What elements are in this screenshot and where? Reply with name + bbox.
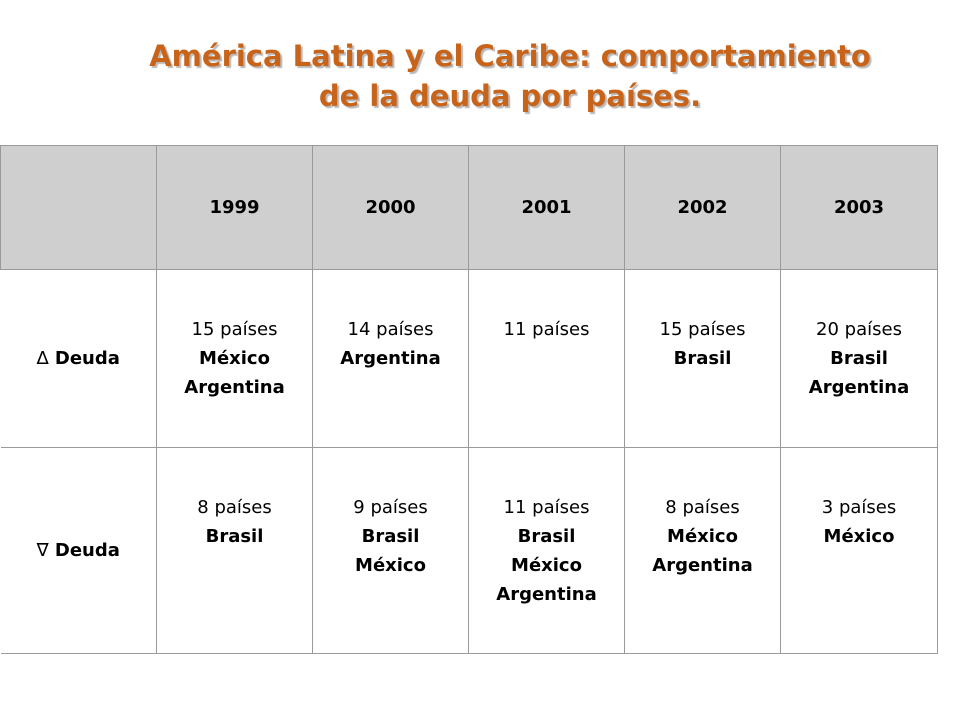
country-name: Brasil [517, 525, 576, 547]
table-cell: 14 países Argentina [312, 269, 469, 448]
header-row: 1999 2000 2001 2002 2003 [0, 145, 938, 270]
table-row-debt-decrease: ∇ Deuda 8 países Brasil 9 países Brasil … [0, 447, 938, 654]
table-cell: 8 países Brasil [156, 447, 313, 654]
table-cell: 15 países México Argentina [156, 269, 313, 448]
country-name: Argentina [496, 583, 597, 605]
title-line-2: de la deuda por países. [318, 79, 702, 113]
country-count: 9 países [353, 496, 428, 518]
corner-cell [0, 145, 157, 270]
country-name: Brasil [361, 525, 420, 547]
country-name: Argentina [652, 554, 753, 576]
country-count: 15 países [659, 319, 746, 340]
country-name: Brasil [205, 525, 264, 547]
country-name: México [511, 554, 582, 576]
table-cell: 3 países México [780, 447, 938, 654]
table-cell: 15 países Brasil [624, 269, 781, 448]
country-name: Argentina [184, 377, 285, 398]
country-count: 8 países [197, 496, 272, 518]
nabla-icon: ∇ [36, 540, 49, 561]
year-header: 1999 [156, 145, 313, 270]
row-label: Deuda [54, 540, 120, 561]
title-line-1: América Latina y el Caribe: comportamien… [149, 39, 871, 73]
table-cell: 8 países México Argentina [624, 447, 781, 654]
country-name: Brasil [830, 348, 888, 369]
table-cell: 11 países Brasil México Argentina [468, 447, 625, 654]
page-title: América Latina y el Caribe: comportamien… [60, 36, 960, 116]
country-count: 11 países [503, 319, 590, 340]
table-cell: 11 países [468, 269, 625, 448]
delta-icon: ∆ [36, 348, 49, 369]
row-header-debt-decrease: ∇ Deuda [0, 447, 157, 654]
country-name: México [199, 348, 270, 369]
country-count: 20 países [816, 319, 902, 340]
table-row-debt-increase: ∆ Deuda 15 países México Argentina 14 pa… [0, 269, 938, 448]
country-name: Brasil [673, 348, 732, 369]
country-count: 11 países [503, 496, 590, 518]
country-name: Argentina [808, 377, 910, 398]
country-name: México [355, 554, 426, 576]
debt-table: 1999 2000 2001 2002 2003 ∆ Deuda 15 país… [0, 145, 938, 654]
year-header: 2002 [624, 145, 781, 270]
country-name: México [823, 525, 895, 547]
row-label: Deuda [54, 348, 120, 369]
row-header-debt-increase: ∆ Deuda [0, 269, 157, 448]
country-name: Argentina [340, 348, 441, 369]
year-header: 2003 [780, 145, 938, 270]
table-cell: 9 países Brasil México [312, 447, 469, 654]
country-count: 3 países [821, 496, 897, 518]
year-header: 2001 [468, 145, 625, 270]
year-header: 2000 [312, 145, 469, 270]
country-name: México [667, 525, 738, 547]
country-count: 15 países [191, 319, 278, 340]
country-count: 14 países [347, 319, 434, 340]
table-cell: 20 países Brasil Argentina [780, 269, 938, 448]
country-count: 8 países [665, 496, 740, 518]
